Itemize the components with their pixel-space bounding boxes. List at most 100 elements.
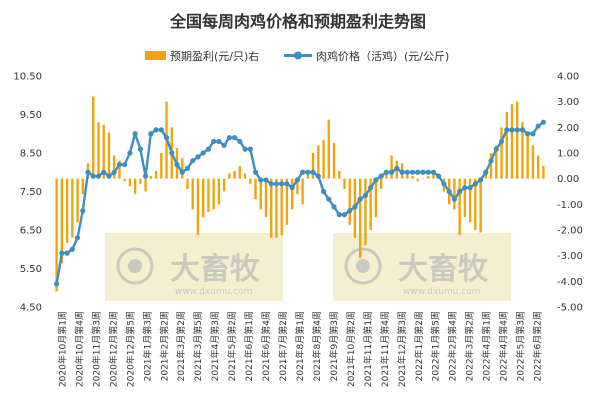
profit-bar <box>55 178 58 292</box>
y-right-tick-label: 0.00 <box>557 174 579 185</box>
price-point <box>263 177 269 183</box>
y-left-tick-label: 9.50 <box>20 110 42 121</box>
x-tick-label: 2021年6月第4周 <box>260 311 272 381</box>
price-point <box>383 169 389 175</box>
price-point <box>357 196 363 202</box>
price-point <box>420 169 426 175</box>
y-right-tick-label: -2.00 <box>557 226 583 237</box>
legend-label-price: 肉鸡价格（活鸡）(元/公斤) <box>316 49 449 63</box>
profit-bar <box>526 132 529 179</box>
x-tick-label: 2020年10月第1周 <box>56 311 68 387</box>
x-tick-label: 2021年5月第2周 <box>226 311 238 381</box>
profit-bar <box>338 170 341 179</box>
profit-bar <box>468 178 472 223</box>
price-point <box>122 161 128 168</box>
price-point <box>190 158 196 164</box>
price-point <box>284 181 290 187</box>
profit-bar <box>154 170 158 179</box>
price-point <box>111 169 117 175</box>
profit-bar <box>243 173 247 179</box>
legend-swatch-price-marker <box>294 51 302 60</box>
watermark-brand-2: 大畜牧 <box>398 252 489 287</box>
price-point <box>174 161 180 168</box>
x-tick-label: 2021年8月第1周 <box>294 311 306 381</box>
y-right-tick-label: -3.00 <box>557 251 583 262</box>
profit-bar <box>60 178 64 264</box>
x-tick-label: 2021年7月第2周 <box>277 311 289 381</box>
watermark-left: 大畜牧 www.dxumu.com <box>105 233 283 301</box>
price-point <box>509 127 515 133</box>
price-point <box>446 188 452 195</box>
x-tick-label: 2022年1月第5周 <box>430 311 442 381</box>
x-axis-labels: 2020年10月第1周 2020年10月第4周 2020年11月第3周 2020年12… <box>56 311 543 387</box>
price-point <box>54 281 60 287</box>
y-right-tick-label: -4.00 <box>557 277 583 288</box>
price-point <box>425 169 431 175</box>
x-tick-label: 2021年8月第4周 <box>311 311 323 381</box>
profit-bar <box>332 142 336 179</box>
price-point <box>221 142 227 148</box>
x-tick-label: 2021年2月第2周 <box>158 311 170 381</box>
profit-bar <box>416 178 419 182</box>
profit-bar <box>453 178 456 210</box>
price-point <box>153 127 159 133</box>
price-point <box>320 188 327 195</box>
price-point <box>132 131 138 137</box>
profit-bar <box>264 178 268 218</box>
profit-bar <box>107 132 111 179</box>
price-point <box>504 127 510 133</box>
profit-bar <box>97 122 100 179</box>
axes: 4.50 5.50 6.50 7.50 8.50 9.50 10.50 -5.00 -4.00 -… <box>13 72 583 314</box>
profit-bar <box>65 178 69 243</box>
profit-bar <box>317 145 320 179</box>
profit-bar <box>201 178 205 218</box>
profit-bar <box>458 178 461 236</box>
profit-bar <box>181 158 184 179</box>
watermark-eye-logo-icon-2 <box>344 247 382 285</box>
profit-bar <box>285 178 289 225</box>
price-point <box>467 185 473 191</box>
x-tick-label: 2021年11月第4周 <box>379 311 391 387</box>
price-point <box>143 173 149 179</box>
price-point <box>436 173 442 179</box>
price-point <box>289 185 295 191</box>
x-tick-label: 2020年12月第2周 <box>107 311 119 387</box>
price-point <box>519 127 526 133</box>
price-point <box>305 169 311 175</box>
legend-label-profit: 预期盈利(元/只)右 <box>170 49 259 63</box>
profit-bar <box>113 155 116 179</box>
x-tick-label: 2022年2月第4周 <box>447 311 459 381</box>
profit-bar <box>81 178 84 195</box>
watermark-eye-logo-icon <box>116 247 154 285</box>
price-point <box>430 169 437 175</box>
price-point <box>211 138 217 145</box>
y-left-tick-label: 7.50 <box>20 187 42 198</box>
price-point <box>378 173 384 179</box>
price-point <box>101 169 107 175</box>
y-right-tick-label: 4.00 <box>557 72 579 83</box>
price-point <box>336 212 342 218</box>
profit-bar <box>128 178 132 187</box>
watermark-url-2: www.dxumu.com <box>403 287 480 297</box>
x-tick-label: 2021年10月第2周 <box>345 311 357 387</box>
x-tick-label: 2022年4月第4周 <box>498 311 510 381</box>
price-point <box>158 127 164 133</box>
profit-bar <box>479 178 482 233</box>
price-point <box>514 127 520 133</box>
price-point <box>247 146 253 152</box>
price-point <box>226 135 232 141</box>
price-point <box>399 169 405 175</box>
price-point <box>80 208 86 214</box>
x-tick-label: 2020年12月第5周 <box>124 311 136 387</box>
price-point <box>472 181 478 187</box>
profit-bar <box>139 178 142 184</box>
price-point <box>389 169 395 175</box>
x-tick-label: 2022年3月第2周 <box>464 311 476 381</box>
y-left-tick-label: 8.50 <box>20 149 42 160</box>
profit-bar <box>531 145 535 179</box>
profit-bar <box>270 178 273 238</box>
profit-bar <box>369 178 372 230</box>
x-tick-label: 2021年3月第5周 <box>192 311 204 381</box>
price-point <box>457 188 463 195</box>
